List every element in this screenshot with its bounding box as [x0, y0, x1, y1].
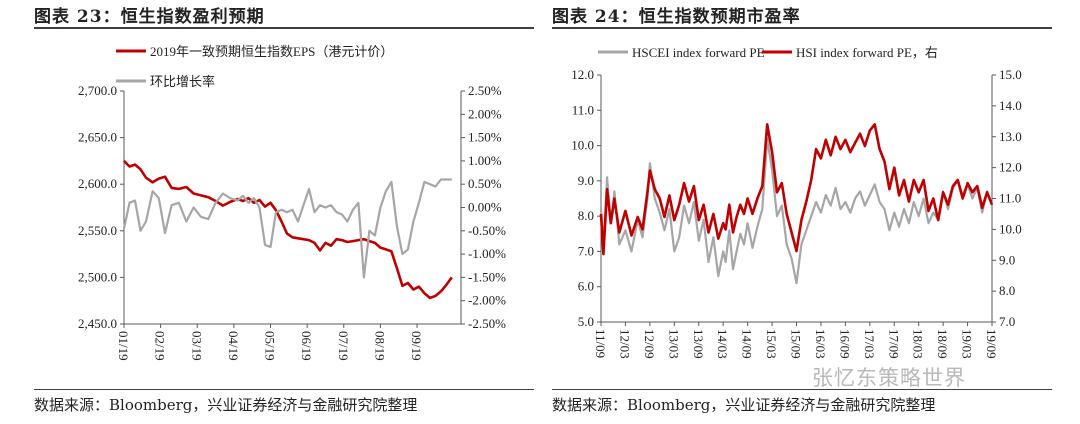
right-chart-x-tick-label: 15/09	[789, 329, 804, 359]
left-chart-right-tick-label: -0.50%	[468, 223, 506, 238]
right-chart-x-tick-label: 14/09	[740, 329, 755, 359]
right-chart-right-tick-label: 7.0	[999, 314, 1015, 329]
left-chart-left-tick-label: 2,500.0	[78, 269, 117, 284]
right-chart-x-tick-label: 18/03	[911, 329, 926, 359]
right-chart-x-tick-label: 16/03	[813, 329, 828, 359]
left-chart-right-tick-label: 1.00%	[468, 153, 502, 168]
right-chart-right-tick-label: 15.0	[999, 67, 1022, 82]
left-chart-x-tick-label: 01/19	[116, 331, 131, 361]
left-source-rule	[34, 389, 534, 390]
right-chart-right-tick-label: 10.0	[999, 221, 1022, 236]
right-chart-legend-label: HSI index forward PE，右	[796, 45, 938, 60]
left-chart-x-tick-label: 04/19	[226, 331, 241, 361]
right-chart-left-tick-label: 12.0	[571, 67, 594, 82]
right-chart-right-tick-label: 13.0	[999, 129, 1022, 144]
right-chart-left-tick-label: 11.0	[572, 102, 594, 117]
left-chart-x-tick-label: 08/19	[372, 331, 387, 361]
left-chart-left-tick-label: 2,700.0	[78, 83, 117, 98]
left-chart-left-tick-label: 2,650.0	[78, 130, 117, 145]
left-chart-right-tick-label: 2.00%	[468, 106, 502, 121]
left-chart-right-tick-label: -2.00%	[468, 293, 506, 308]
left-chart-right-tick-label: 0.00%	[468, 200, 502, 215]
watermark: 张忆东策略世界	[812, 366, 966, 390]
right-source-rule	[552, 389, 1052, 390]
left-chart-series-2-line	[122, 178, 452, 279]
right-chart-x-tick-label: 17/09	[886, 329, 901, 359]
right-chart-right-tick-label: 11.0	[999, 191, 1021, 206]
left-chart-right-tick-label: 0.50%	[468, 176, 502, 191]
left-chart-right-tick-label: 2.50%	[468, 83, 502, 98]
right-chart-left-tick-label: 9.0	[578, 173, 594, 188]
right-chart-x-tick-label: 11/09	[593, 329, 608, 358]
right-chart-x-tick-label: 12/03	[617, 329, 632, 359]
left-chart-series-1-line	[123, 159, 453, 300]
right-chart-x-tick-label: 18/09	[935, 329, 950, 359]
right-chart-x-tick-label: 19/09	[984, 329, 999, 359]
right-chart-x-tick-label: 14/03	[715, 329, 730, 359]
left-chart-x-tick-label: 07/19	[336, 331, 351, 361]
right-chart-left-tick-label: 7.0	[578, 243, 594, 258]
left-chart-right-tick-label: -1.50%	[468, 269, 506, 284]
right-chart-left-tick-label: 6.0	[578, 279, 594, 294]
right-chart-x-tick-label: 19/03	[960, 329, 975, 359]
right-chart-x-tick-label: 17/03	[862, 329, 877, 359]
left-chart-right-tick-label: 1.50%	[468, 130, 502, 145]
right-chart-left-tick-label: 5.0	[578, 314, 594, 329]
right-chart-x-tick-label: 13/09	[691, 329, 706, 359]
right-chart-series-1-line	[599, 137, 994, 285]
left-chart: 2,450.0 2,500.0 2,550.0 2,600.0 2,650.0 2,700…	[78, 44, 506, 361]
left-chart-legend-label: 环比增长率	[150, 74, 215, 89]
right-chart-x-tick-label: 16/09	[837, 329, 852, 359]
right-chart-left-tick-label: 10.0	[571, 138, 594, 153]
left-chart-left-tick-label: 2,600.0	[78, 176, 117, 191]
right-chart-source: 数据来源：Bloomberg，兴业证券经济与金融研究院整理	[552, 396, 936, 414]
left-chart-title: 图表 23：恒生指数盈利预期	[34, 7, 265, 27]
right-chart-title: 图表 24：恒生指数预期市盈率	[552, 7, 801, 27]
left-chart-left-tick-label: 2,450.0	[78, 316, 117, 331]
left-chart-x-tick-label: 02/19	[153, 331, 168, 361]
right-title-rule	[552, 27, 1052, 29]
left-chart-legend-label: 2019年一致预期恒生指数EPS（港元计价）	[150, 44, 393, 59]
left-title-rule	[34, 27, 534, 29]
right-chart-x-tick-label: 13/03	[666, 329, 681, 359]
left-chart-x-tick-label: 05/19	[263, 331, 278, 361]
left-chart-x-tick-label: 03/19	[189, 331, 204, 361]
right-chart: 5.0 6.0 7.0 8.0 9.0 10.0 11.0 12.0 7.0 8.0 9.0 10.0…	[571, 45, 1022, 359]
right-chart-x-tick-label: 15/03	[764, 329, 779, 359]
right-chart-left-tick-label: 8.0	[578, 208, 594, 223]
right-chart-legend-label: HSCEI index forward PE	[632, 45, 765, 60]
left-chart-right-tick-label: -1.00%	[468, 246, 506, 261]
right-chart-right-tick-label: 8.0	[999, 283, 1015, 298]
right-chart-series-2-line	[599, 123, 994, 256]
left-chart-x-tick-label: 09/19	[409, 331, 424, 361]
right-chart-right-tick-label: 9.0	[999, 252, 1015, 267]
left-chart-source: 数据来源：Bloomberg，兴业证券经济与金融研究院整理	[34, 396, 418, 414]
left-chart-left-tick-label: 2,550.0	[78, 223, 117, 238]
right-chart-right-tick-label: 14.0	[999, 98, 1022, 113]
right-chart-right-tick-label: 12.0	[999, 160, 1022, 175]
right-chart-x-tick-label: 12/09	[642, 329, 657, 359]
left-chart-right-tick-label: -2.50%	[468, 316, 506, 331]
left-chart-x-tick-label: 06/19	[299, 331, 314, 361]
